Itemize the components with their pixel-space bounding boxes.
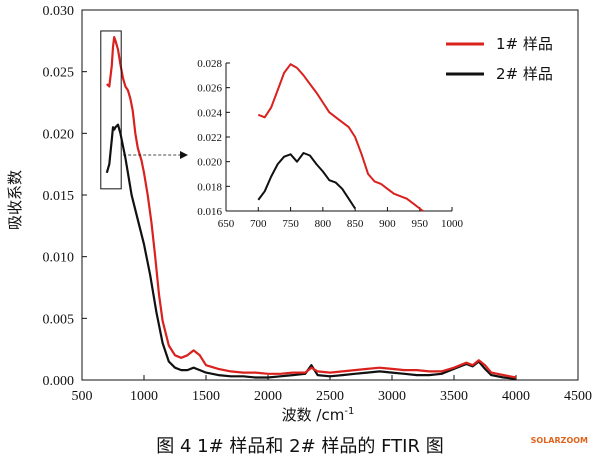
legend-label-2: 2# 样品 — [496, 65, 553, 83]
x-axis-title: 波数 /cm-1 — [282, 406, 355, 424]
y-tick-label: 0.000 — [43, 374, 75, 389]
inset-x-tick-label: 900 — [379, 218, 396, 230]
inset-y-tick-label: 0.020 — [197, 157, 222, 169]
legend: 1# 样品 2# 样品 — [446, 35, 553, 83]
y-tick-label: 0.020 — [43, 127, 75, 142]
y-tick-label: 0.025 — [43, 66, 75, 81]
x-tick-label: 1000 — [130, 389, 158, 404]
x-tick-label: 2500 — [316, 389, 344, 404]
y-tick-label: 0.010 — [43, 251, 75, 266]
zoom-arrow-head — [180, 151, 188, 159]
inset-x-tick-label: 650 — [218, 218, 235, 230]
zoom-rectangle — [100, 30, 122, 190]
x-tick-label: 4000 — [502, 389, 530, 404]
y-axis-title: 吸收系数 — [6, 170, 24, 230]
series-line-2 — [105, 123, 517, 380]
inset-y-tick-label: 0.022 — [197, 132, 222, 144]
x-tick-label: 1500 — [192, 389, 220, 404]
inset-x-tick-label: 1000 — [441, 218, 464, 230]
x-tick-labels: 500 1000 1500 2000 2500 3000 3500 4000 4500 — [72, 389, 593, 404]
zoom-region-box — [100, 30, 188, 190]
inset-x-tick-label: 800 — [315, 218, 332, 230]
inset-chart: 0.016 0.018 0.020 0.022 0.024 0.026 0.028 650 70… — [197, 58, 463, 230]
inset-y-tick-label: 0.016 — [197, 206, 222, 218]
watermark-logo: SOLARZOOM — [531, 436, 588, 445]
legend-label-1: 1# 样品 — [496, 35, 553, 53]
y-tick-label: 0.005 — [43, 312, 75, 327]
inset-x-tick-label: 850 — [347, 218, 364, 230]
inset-x-tick-label: 750 — [282, 218, 299, 230]
inset-series-line-2 — [257, 152, 356, 210]
x-tick-label: 2000 — [254, 389, 282, 404]
axis-ticks — [81, 9, 579, 381]
inset-y-tick-label: 0.026 — [197, 83, 222, 95]
series-lines — [105, 36, 517, 380]
x-tick-label: 4500 — [564, 389, 592, 404]
inset-x-tick-label: 950 — [411, 218, 428, 230]
inset-series-line-1 — [257, 63, 424, 212]
inset-y-tick-label: 0.024 — [197, 107, 222, 119]
figure-caption: 图 4 1# 样品和 2# 样品的 FTIR 图 — [156, 436, 443, 457]
x-tick-label: 500 — [72, 389, 93, 404]
series-line-1 — [106, 36, 517, 379]
inset-y-tick-label: 0.028 — [197, 58, 222, 70]
x-tick-label: 3500 — [440, 389, 468, 404]
y-tick-label: 0.030 — [43, 4, 75, 19]
inset-y-tick-label: 0.018 — [197, 181, 222, 193]
x-tick-label: 3000 — [378, 389, 406, 404]
inset-x-tick-label: 700 — [250, 218, 267, 230]
y-tick-label: 0.015 — [43, 189, 75, 204]
y-tick-labels: 0.000 0.005 0.010 0.015 0.020 0.025 0.030 — [43, 4, 75, 389]
